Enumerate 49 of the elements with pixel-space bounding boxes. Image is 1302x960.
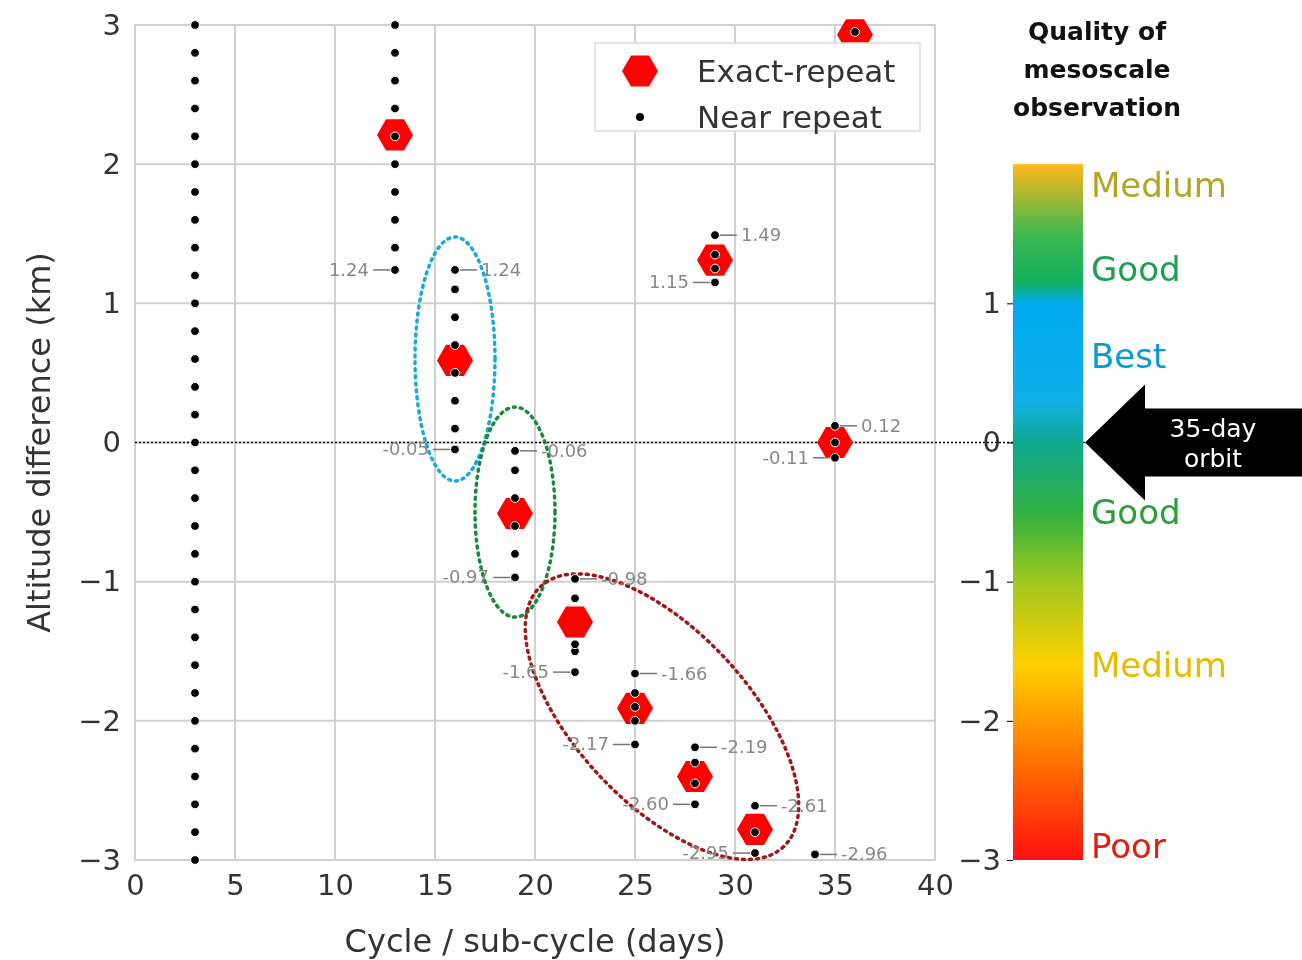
ref-line-label: 35-day orbit — [1169, 413, 1257, 473]
annotation: -2.61 — [781, 794, 828, 816]
x-tick-label: 5 — [226, 867, 245, 902]
annotation: -2.19 — [721, 736, 768, 758]
y-tick-label: 0 — [102, 425, 121, 460]
y-tick-label: −1 — [78, 564, 121, 599]
text: Medium — [1091, 645, 1227, 686]
color-bar-label: −1 — [958, 564, 1001, 599]
x-tick-label: 25 — [617, 867, 654, 902]
point — [737, 813, 773, 845]
y-tick-label: −3 — [78, 842, 121, 877]
color-bar-label: −3 — [958, 842, 1001, 877]
point — [377, 119, 413, 151]
color-bar-label: 1 — [982, 286, 1001, 321]
x-axis-title: Cycle / sub-cycle (days) — [344, 922, 726, 960]
x-tick-label: 15 — [417, 867, 454, 902]
point — [557, 606, 593, 638]
x-tick-label: 10 — [317, 867, 354, 902]
x-tick-label: 35 — [817, 867, 854, 902]
color-bar-title: Quality of mesoscale observation — [1013, 17, 1181, 122]
text: Poor — [1091, 826, 1166, 867]
x-tick-label: 40 — [917, 867, 954, 902]
annotation: 1.24 — [481, 258, 522, 280]
annotation: -1.66 — [661, 662, 708, 684]
legend-label: Exact-repeat — [697, 53, 896, 89]
y-tick-label: 2 — [102, 146, 121, 181]
text: Medium — [1091, 165, 1227, 206]
annotation: -0.97 — [442, 566, 489, 588]
y-axis-title: Altitude difference (km) — [20, 252, 58, 633]
x-tick-label: 0 — [126, 867, 145, 902]
annotation: -1.65 — [502, 661, 549, 683]
annotation: -0.11 — [762, 446, 809, 468]
x-tick-label: 20 — [517, 867, 554, 902]
annotation: 1.24 — [328, 258, 369, 280]
annotation: -0.05 — [382, 438, 429, 460]
annotation: -2.96 — [841, 843, 888, 865]
annotation: 0.12 — [861, 414, 902, 436]
x-tick-label: 30 — [717, 867, 754, 902]
y-tick-label: 3 — [102, 7, 121, 42]
annotation: 1.15 — [648, 271, 689, 293]
y-tick-label: −2 — [78, 703, 121, 738]
legend-label: Near repeat — [697, 99, 882, 135]
text: Good — [1091, 248, 1181, 289]
text: Good — [1091, 492, 1181, 533]
color-bar-label: −2 — [958, 703, 1001, 738]
text: Best — [1091, 336, 1167, 377]
annotation: 1.49 — [741, 224, 782, 246]
y-tick-label: 1 — [102, 286, 121, 321]
color-bar-label: 0 — [982, 425, 1001, 460]
